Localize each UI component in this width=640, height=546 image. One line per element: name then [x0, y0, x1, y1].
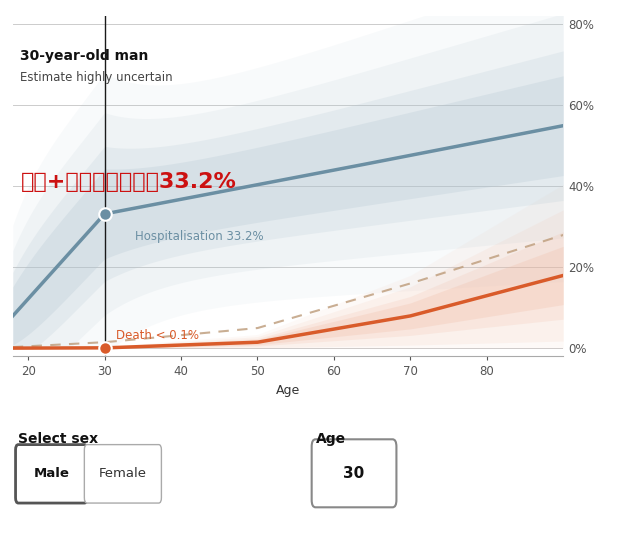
Text: 30: 30: [344, 466, 365, 481]
FancyBboxPatch shape: [15, 444, 87, 503]
Text: Select sex: Select sex: [19, 432, 99, 446]
Text: Male: Male: [33, 467, 69, 480]
FancyBboxPatch shape: [312, 440, 396, 507]
Text: 肥胖+糖尿病住院風險33.2%: 肥胖+糖尿病住院風險33.2%: [20, 173, 236, 192]
Text: Death < 0.1%: Death < 0.1%: [116, 329, 199, 342]
X-axis label: Age: Age: [276, 384, 300, 396]
Text: 30-year-old man: 30-year-old man: [20, 49, 149, 63]
Text: Age: Age: [316, 432, 346, 446]
Text: Hospitalisation 33.2%: Hospitalisation 33.2%: [135, 230, 264, 244]
FancyBboxPatch shape: [84, 444, 161, 503]
Text: Estimate highly uncertain: Estimate highly uncertain: [20, 71, 173, 84]
Text: Female: Female: [99, 467, 147, 480]
